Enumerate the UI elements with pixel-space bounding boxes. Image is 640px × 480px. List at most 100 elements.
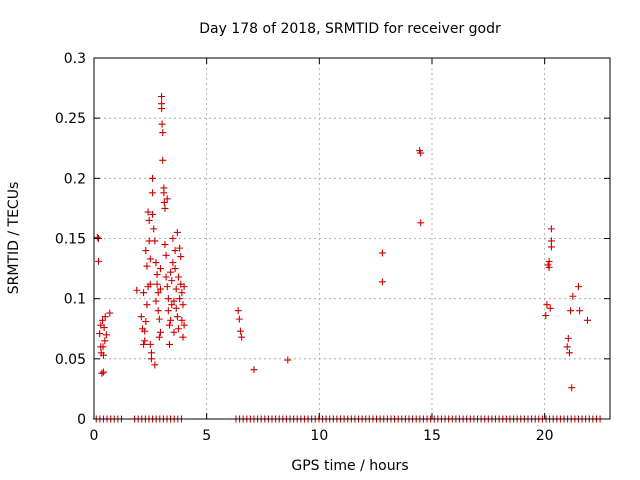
data-point	[99, 368, 107, 376]
data-point	[417, 219, 425, 227]
data-point	[567, 307, 575, 315]
y-tick-label: 0.2	[64, 171, 86, 187]
data-point	[378, 249, 386, 257]
data-point	[546, 304, 554, 312]
data-point	[158, 120, 166, 128]
data-point	[162, 273, 170, 281]
data-point	[235, 315, 243, 323]
y-axis-label: SRMTID / TECUs	[6, 182, 22, 295]
data-point	[568, 384, 576, 392]
data-point	[173, 228, 181, 236]
y-tick-label: 0.1	[64, 292, 86, 308]
y-tick-label: 0.05	[55, 352, 86, 368]
data-point	[101, 337, 109, 345]
data-point	[176, 244, 184, 252]
data-point	[160, 198, 168, 206]
data-point	[152, 259, 160, 267]
data-point	[151, 361, 159, 369]
data-point	[146, 280, 154, 288]
data-point	[564, 334, 572, 342]
x-tick-label: 5	[202, 428, 211, 444]
data-point	[141, 337, 149, 345]
data-point	[236, 327, 244, 335]
chart-title: Day 178 of 2018, SRMTID for receiver god…	[199, 21, 501, 37]
data-point	[542, 312, 550, 320]
data-point	[149, 174, 157, 182]
data-point	[98, 369, 106, 377]
y-tick-label: 0.15	[55, 232, 86, 248]
data-point	[173, 313, 181, 321]
data-point	[168, 277, 176, 285]
data-point	[156, 328, 164, 336]
data-point	[93, 233, 101, 241]
data-point	[545, 263, 553, 271]
x-tick-label: 10	[310, 428, 328, 444]
data-point	[133, 286, 141, 294]
data-point	[99, 316, 107, 324]
data-point	[547, 225, 555, 233]
data-point	[569, 292, 577, 300]
data-point	[250, 366, 258, 374]
data-point	[174, 273, 182, 281]
data-point	[165, 321, 173, 329]
y-tick-label: 0	[77, 412, 86, 428]
data-point	[178, 289, 186, 297]
data-point	[160, 189, 168, 197]
data-point	[142, 247, 150, 255]
data-point	[159, 156, 167, 164]
data-point	[172, 285, 180, 293]
data-point	[170, 328, 178, 336]
data-point	[563, 343, 571, 351]
data-point	[174, 325, 182, 333]
x-tick-label: 0	[90, 428, 99, 444]
data-point	[168, 301, 176, 309]
data-point	[378, 278, 386, 286]
data-point	[156, 285, 164, 293]
data-point	[565, 349, 573, 357]
data-point	[238, 333, 246, 341]
data-point	[169, 259, 177, 267]
data-point	[158, 105, 166, 113]
data-point	[142, 318, 150, 326]
data-point	[169, 235, 177, 242]
data-point	[163, 283, 171, 291]
data-point	[95, 257, 103, 265]
data-point	[161, 204, 169, 212]
data-point	[140, 289, 148, 297]
data-point	[176, 295, 184, 303]
data-point	[158, 93, 166, 101]
data-point	[234, 307, 242, 315]
data-point	[102, 331, 110, 339]
data-point	[547, 243, 555, 251]
data-point	[177, 253, 185, 261]
x-axis-label: GPS time / hours	[291, 458, 408, 474]
data-point	[154, 289, 162, 297]
data-point	[155, 333, 163, 341]
data-point	[145, 216, 153, 224]
data-point	[180, 283, 188, 291]
x-tick-label: 20	[536, 428, 554, 444]
data-point	[179, 333, 187, 341]
data-point	[99, 351, 107, 359]
data-point	[149, 210, 157, 218]
data-point	[143, 262, 151, 270]
data-point	[146, 255, 154, 263]
data-point	[97, 343, 105, 351]
data-point	[165, 340, 173, 348]
data-point	[171, 265, 179, 273]
data-point	[543, 301, 551, 309]
data-point	[106, 309, 114, 317]
data-point	[153, 280, 161, 288]
y-tick-label: 0.3	[64, 51, 86, 67]
data-point	[284, 356, 292, 364]
data-point	[152, 297, 160, 305]
data-point	[163, 195, 171, 203]
data-point	[156, 265, 164, 273]
data-point	[153, 271, 161, 279]
data-point	[147, 355, 155, 363]
data-point	[146, 340, 154, 348]
data-point	[162, 251, 170, 259]
x-tick-label: 15	[423, 428, 441, 444]
ticks-layer: 0 0.05 0.1 0.15 0.2 0.25 0.3 0 5 10 15 20	[55, 51, 610, 444]
data-point	[96, 330, 104, 338]
